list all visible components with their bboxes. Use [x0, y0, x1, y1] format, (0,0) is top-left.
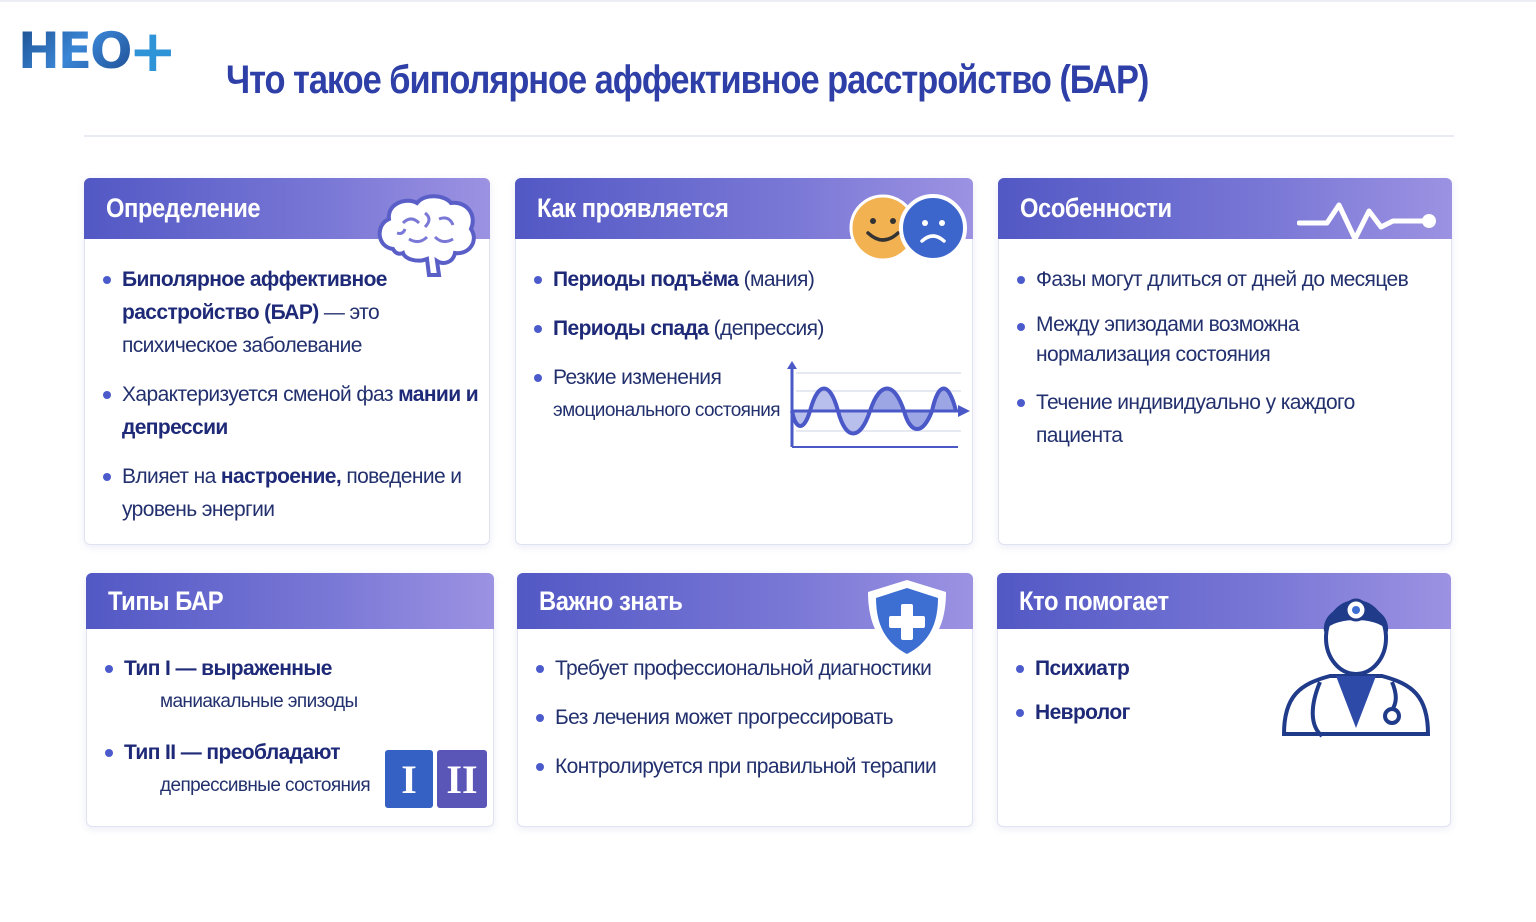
- card-important: Важно знать Требует профессиональной диа…: [517, 573, 973, 827]
- heartbeat-icon: [1297, 202, 1436, 242]
- list-item: Невролог: [1014, 696, 1440, 729]
- happy-face-icon: [849, 194, 917, 262]
- card-header: Особенности: [998, 178, 1452, 239]
- list-item: Без лечения может прогрессировать: [534, 701, 962, 734]
- card-features: Особенности Фазы могут длиться от дней д…: [998, 178, 1452, 545]
- list-item: Контролируется при правильной терапии: [534, 750, 962, 783]
- mood-wave-chart: [787, 361, 970, 448]
- card-title: Определение: [106, 193, 261, 223]
- logo-text: НЕО: [18, 22, 133, 80]
- card-who-helps: Кто помогает Психиатр Невролог: [997, 573, 1451, 827]
- list-item: Характеризуется сменой фаз мании и депре…: [101, 378, 479, 444]
- logo-plus: +: [128, 17, 178, 85]
- list-item: Между эпизодами возможна нормализация со…: [1015, 310, 1315, 370]
- list-item: Влияет на настроение, поведение и уровен…: [101, 460, 479, 526]
- card-types: Типы БАР Тип I — выраженные маниакальные …: [86, 573, 494, 827]
- card-header: Типы БАР: [86, 573, 494, 629]
- list-item: Психиатр: [1014, 652, 1440, 685]
- numeral-one: I: [385, 750, 433, 808]
- list-item: Фазы могут длиться от дней до месяцев: [1015, 263, 1441, 296]
- card-title: Типы БАР: [108, 585, 224, 616]
- numeral-two: II: [437, 750, 487, 808]
- list-item: Тип I — выраженные маниакальные эпизоды: [103, 652, 483, 718]
- list-item: Резкие изменения эмоционального состояния: [532, 361, 962, 427]
- doctor-icon: [1281, 598, 1431, 738]
- page-title: Что такое биполярное аффективное расстро…: [226, 58, 1149, 102]
- list-item: Тип II — преобладают депрессивные состоян…: [103, 736, 483, 802]
- brain-icon: [377, 194, 476, 277]
- list-item: Биполярное аффективное расстройство (БАР…: [101, 263, 479, 362]
- card-manifestation: Как проявляется Периоды подъёма (мания) …: [515, 178, 973, 545]
- card-title: Как проявляется: [537, 193, 729, 223]
- sad-face-icon: [899, 194, 967, 262]
- list-item: Требует профессиональной диагностики: [534, 652, 962, 685]
- list-item: Периоды подъёма (мания): [532, 263, 962, 296]
- divider: [84, 135, 1454, 137]
- shield-plus-icon: [868, 580, 946, 660]
- card-title: Кто помогает: [1019, 585, 1169, 616]
- card-title: Особенности: [1020, 193, 1172, 223]
- card-title: Важно знать: [539, 585, 683, 616]
- list-item: Периоды спада (депрессия): [532, 312, 962, 345]
- roman-numerals-icon: I II: [385, 750, 487, 808]
- list-item: Течение индивидуально у каждого пациента: [1015, 386, 1441, 452]
- card-definition: Определение Биполярное аффективное расст…: [84, 178, 490, 545]
- logo: НЕО +: [18, 17, 178, 85]
